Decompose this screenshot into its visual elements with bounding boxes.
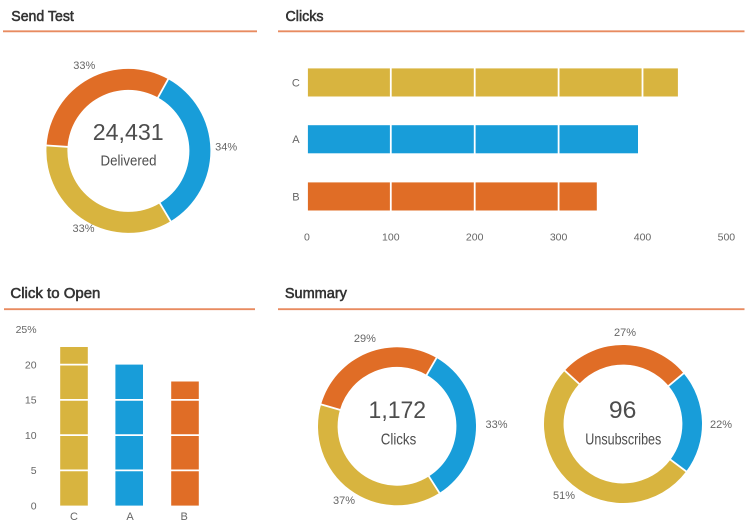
svg-text:Clicks: Clicks [286, 9, 324, 25]
svg-text:24,431: 24,431 [93, 119, 164, 145]
svg-text:25%: 25% [16, 324, 37, 336]
svg-text:0: 0 [31, 500, 37, 512]
svg-text:29%: 29% [354, 333, 376, 345]
svg-text:Unsubscribes: Unsubscribes [585, 432, 661, 449]
svg-text:33%: 33% [485, 419, 507, 431]
svg-text:51%: 51% [553, 490, 575, 502]
svg-text:96: 96 [609, 397, 637, 424]
svg-text:Clicks: Clicks [381, 431, 417, 448]
svg-text:Send Test: Send Test [11, 9, 74, 25]
svg-text:B: B [292, 191, 299, 203]
svg-text:300: 300 [550, 232, 568, 244]
svg-text:C: C [292, 77, 300, 89]
svg-text:33%: 33% [72, 223, 94, 235]
svg-text:Click to Open: Click to Open [10, 286, 100, 302]
svg-text:0: 0 [304, 232, 310, 244]
svg-text:5: 5 [31, 465, 37, 477]
svg-text:B: B [181, 511, 188, 523]
svg-text:A: A [126, 511, 134, 523]
svg-text:Summary: Summary [285, 286, 348, 302]
svg-text:27%: 27% [614, 327, 636, 339]
svg-text:10: 10 [25, 430, 37, 442]
svg-text:22%: 22% [710, 419, 732, 431]
svg-text:33%: 33% [73, 60, 95, 72]
svg-text:37%: 37% [333, 495, 355, 507]
svg-text:20: 20 [25, 359, 37, 371]
svg-text:400: 400 [634, 232, 652, 244]
svg-text:Delivered: Delivered [101, 153, 157, 169]
svg-text:C: C [70, 511, 78, 523]
svg-text:15: 15 [25, 395, 37, 407]
svg-text:A: A [292, 134, 300, 146]
svg-text:200: 200 [466, 232, 484, 244]
svg-text:1,172: 1,172 [369, 397, 427, 424]
svg-text:34%: 34% [215, 142, 237, 154]
svg-text:500: 500 [718, 232, 736, 244]
svg-text:100: 100 [382, 232, 400, 244]
